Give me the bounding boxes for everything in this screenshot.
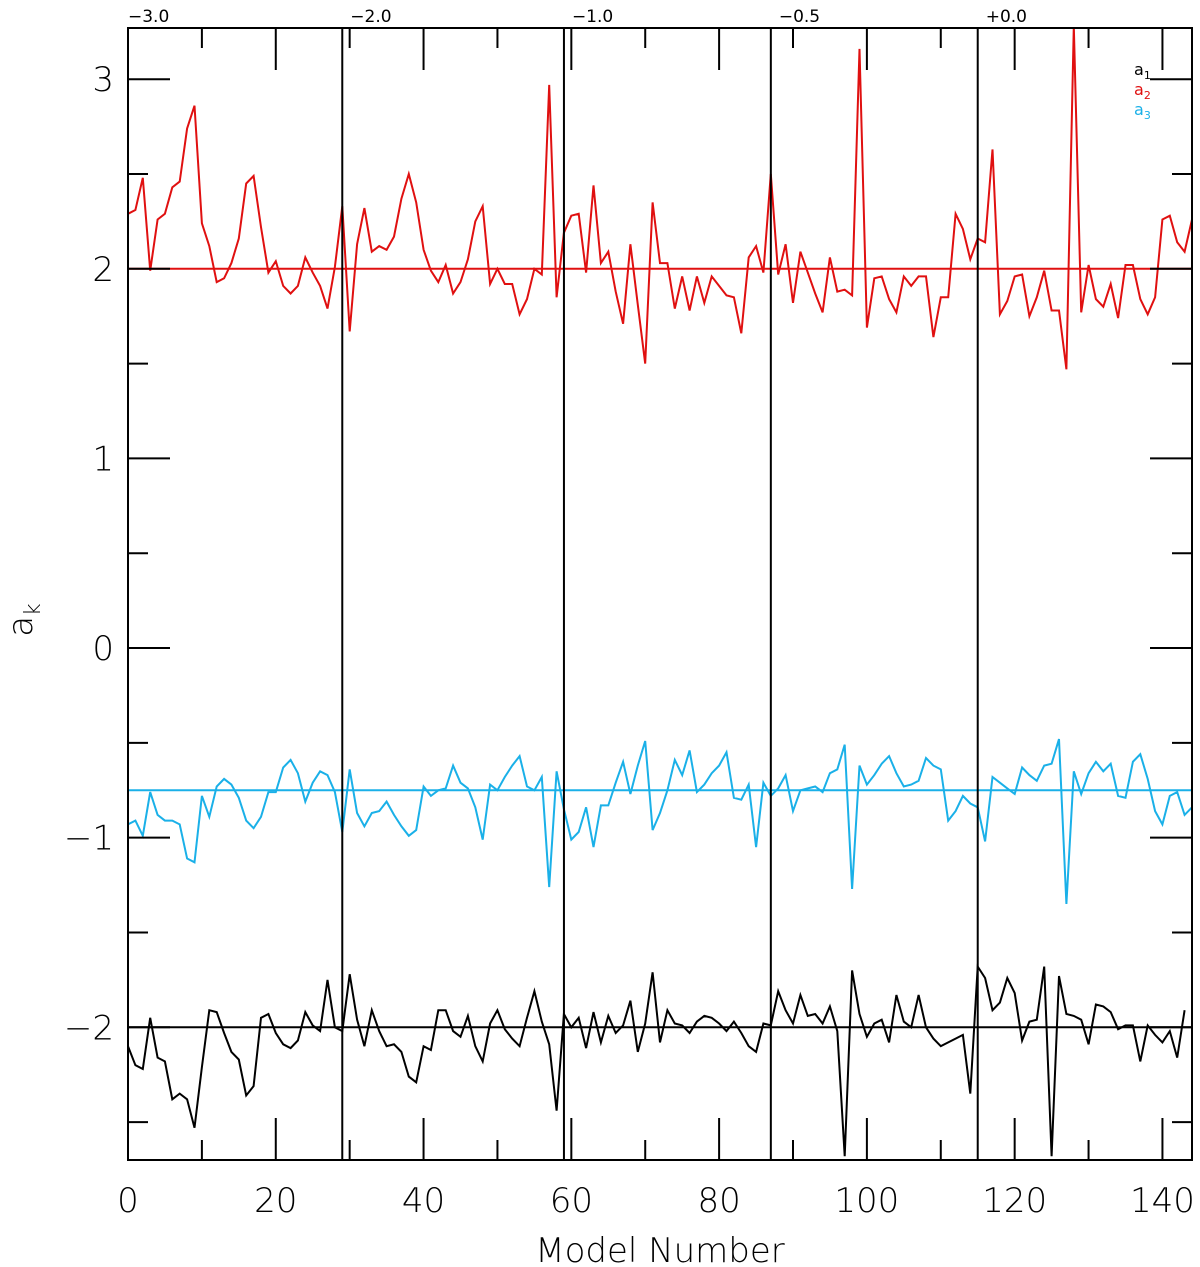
legend-subscript: 2 (1144, 89, 1151, 102)
legend-label: a (1134, 80, 1144, 99)
legend-subscript: 1 (1144, 69, 1151, 82)
vertical-line-label-3: −0.5 (779, 7, 820, 27)
x-tick-label-80: 80 (697, 1181, 740, 1221)
y-tick-label--2: −2 (64, 1008, 114, 1048)
y-tick-label-0: 0 (92, 629, 114, 669)
y-axis-title-main: a (1, 616, 41, 637)
y-tick-label-2: 2 (92, 250, 114, 290)
y-axis-title: ak (1, 603, 46, 637)
tick-labels: −2.0 −1.0 −0.5 +0.0−3.00 20 40 60 80 100 120 140−2… (64, 7, 1195, 1221)
series-line-a2 (128, 28, 1192, 370)
legend-entry-a3: a3 (1134, 100, 1151, 122)
vertical-line-label-2: −1.0 (572, 7, 613, 27)
legend-label: a (1134, 60, 1144, 79)
y-tick-label-1: 1 (92, 439, 114, 479)
axis-ticks (127, 28, 1192, 1160)
legend-entry-a1: a1 (1134, 60, 1151, 82)
vertical-line-label-4: +0.0 (986, 7, 1027, 27)
x-axis-title: Model Number (535, 1231, 784, 1267)
x-tick-label-20: 20 (254, 1181, 297, 1221)
y-tick-label-3: 3 (92, 60, 114, 100)
plot-lines (128, 28, 1192, 1160)
plot-border (127, 27, 1193, 1161)
legend-entry-a2: a2 (1134, 80, 1151, 102)
x-tick-label-140: 140 (1130, 1181, 1195, 1221)
y-tick-label--1: −1 (64, 819, 114, 859)
x-tick-label-60: 60 (550, 1181, 593, 1221)
x-tick-label-40: 40 (402, 1181, 445, 1221)
plot-frame (127, 27, 1193, 1161)
legend-label: a (1134, 100, 1144, 119)
y-axis-title-subscript: k (21, 603, 46, 616)
svg-text:ak: ak (1, 603, 46, 637)
vertical-line-label-1: −2.0 (350, 7, 391, 27)
top-corner-label: −3.0 (128, 7, 169, 27)
series-line-a1 (128, 963, 1186, 1157)
x-tick-label-100: 100 (834, 1181, 899, 1221)
x-tick-label-0: 0 (117, 1181, 139, 1221)
legend-subscript: 3 (1144, 109, 1151, 122)
x-tick-label-120: 120 (982, 1181, 1047, 1221)
series-line-a3 (128, 738, 1192, 905)
